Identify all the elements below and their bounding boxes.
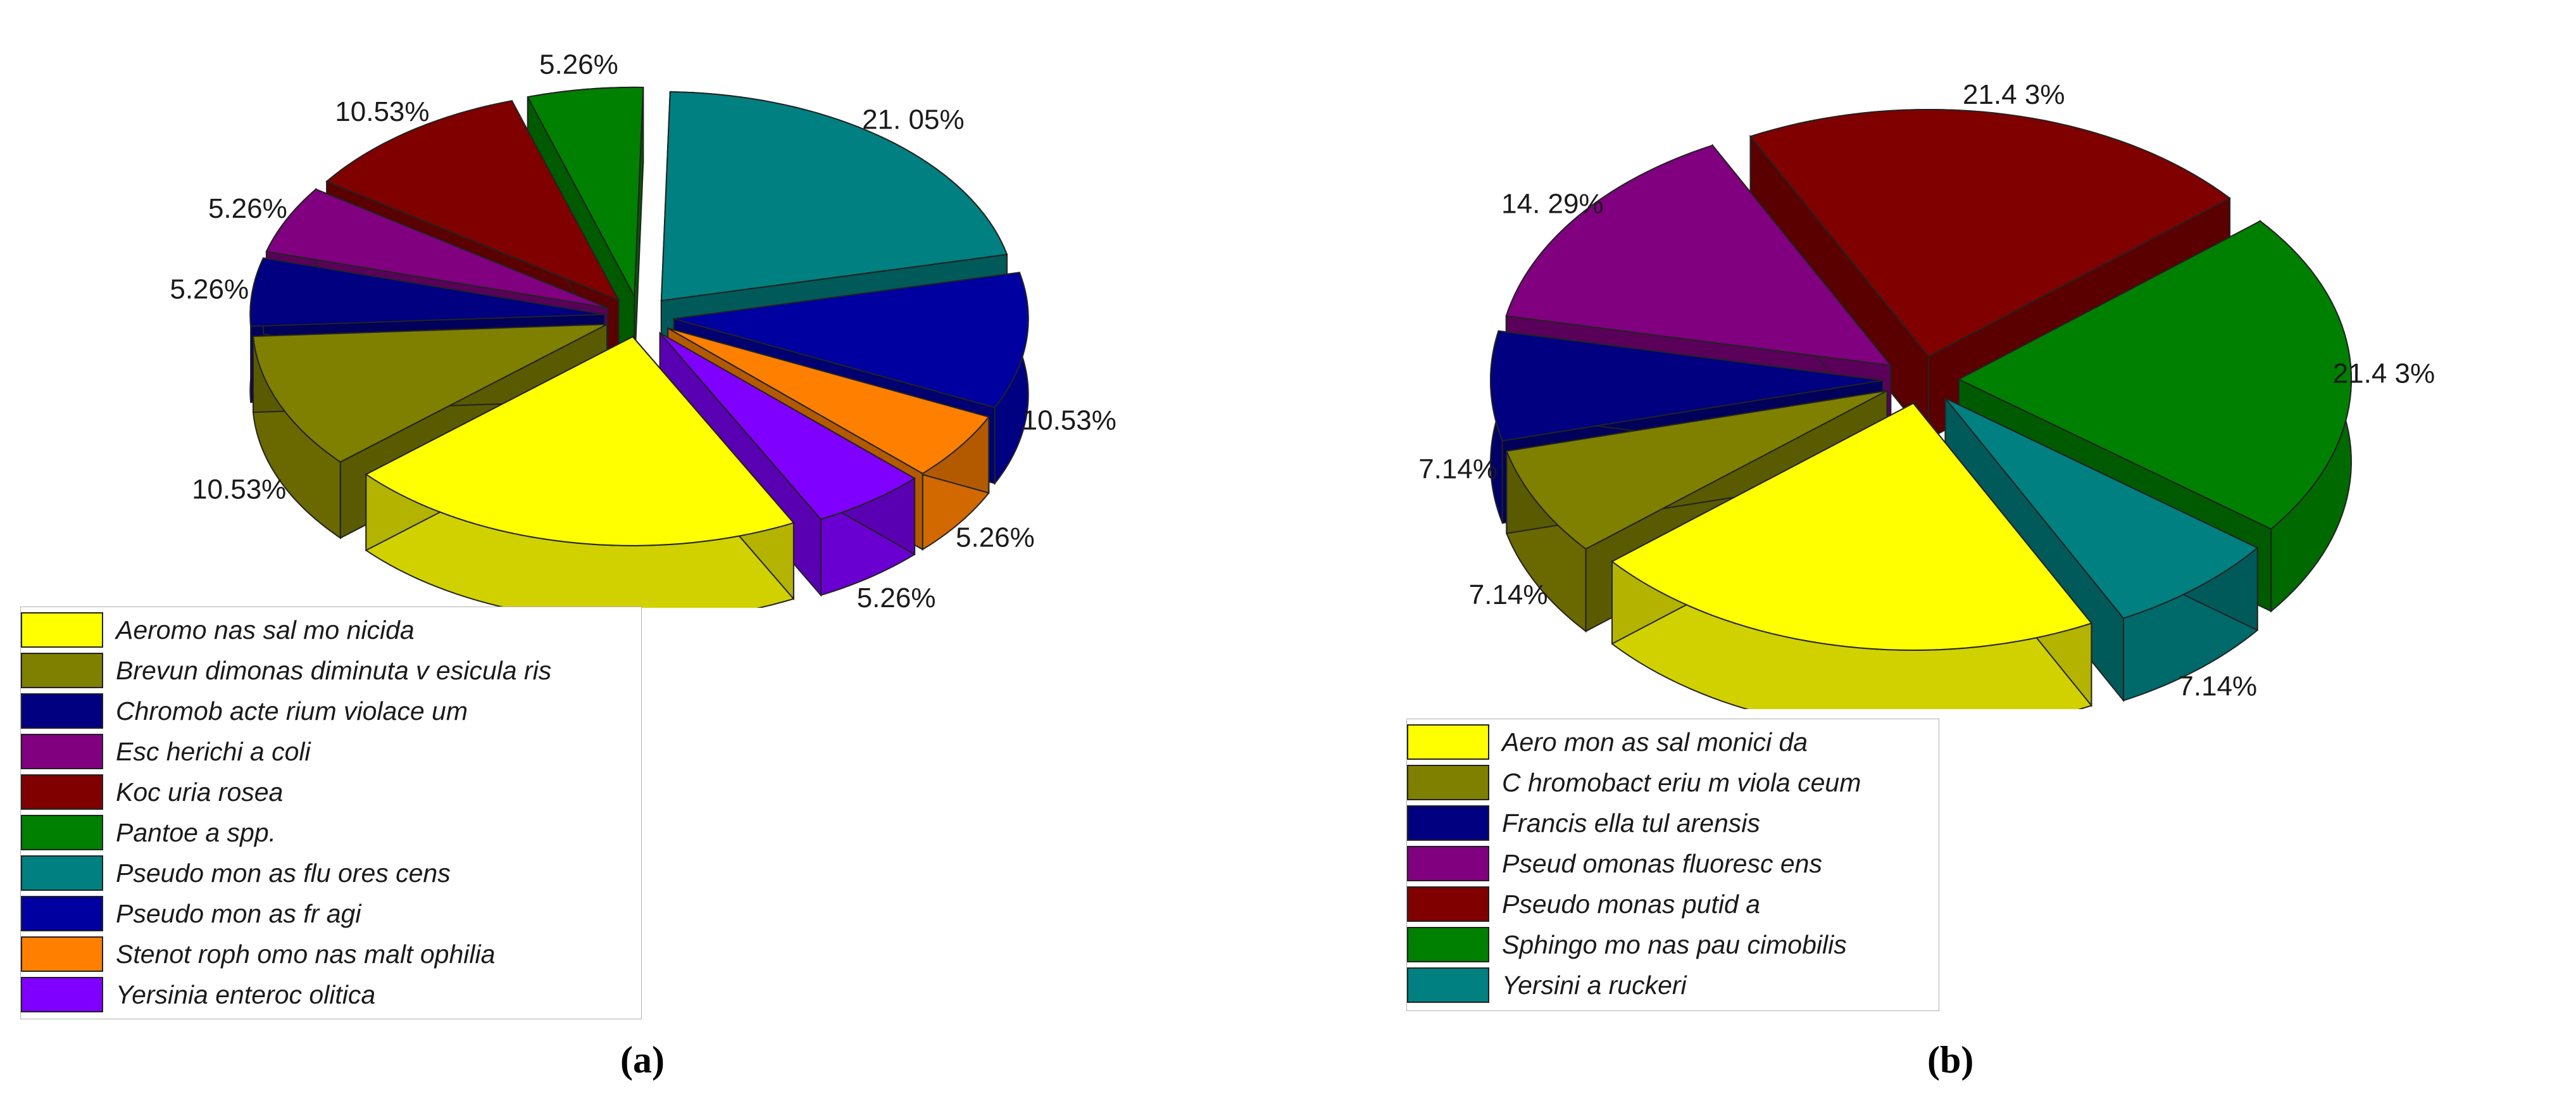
slice-label-a-9: 5.26% xyxy=(857,582,936,608)
pie-chart-b: 21.4 3%14. 29%21.4 3%7.14%7.14%7.14%21.4… xyxy=(1418,79,2435,709)
legend-swatch xyxy=(21,734,103,769)
legend-a: Aeromo nas sal mo nicida Brevun dimonas d… xyxy=(20,607,642,1019)
legend-label: Koc uria rosea xyxy=(116,777,284,807)
pie-slice-b-6 xyxy=(1944,396,2259,703)
slice-label-a-6: 21. 05% xyxy=(862,104,964,135)
legend-label: Brevun dimonas diminuta v esicula ris xyxy=(116,656,552,685)
caption-a: (a) xyxy=(620,1039,665,1081)
legend-b: Aero mon as sal monici da C hromobact eri… xyxy=(1406,719,1939,1011)
legend-swatch xyxy=(21,936,103,972)
legend-label: Yersini a ruckeri xyxy=(1502,971,1687,1000)
legend-label: Pseudo mon as flu ores cens xyxy=(116,859,451,888)
slice-label-a-8: 5.26% xyxy=(956,522,1035,553)
slice-label-b-6: 7.14% xyxy=(2178,670,2257,701)
legend-swatch xyxy=(1407,765,1489,800)
caption-b: (b) xyxy=(1927,1039,1974,1081)
pie-slice-b-0 xyxy=(1611,401,2093,709)
chart-panel-a: 5.26% 10.53% 21. 05% 5.26% 5.26% 10.53% 10.53%… xyxy=(20,49,1116,1081)
legend-label: Aero mon as sal monici da xyxy=(1502,727,1808,757)
legend-label: Sphingo mo nas pau cimobilis xyxy=(1502,930,1847,959)
legend-label: Yersinia enteroc olitica xyxy=(116,980,376,1009)
slice-label-b-4: 21.4 3% xyxy=(1963,79,2065,110)
legend-swatch xyxy=(21,612,103,648)
slice-label-b-3: 14. 29% xyxy=(1501,188,1603,219)
legend-label: Pantoe a spp. xyxy=(116,818,277,847)
legend-label: Stenot roph omo nas malt ophilia xyxy=(116,940,496,969)
legend-swatch xyxy=(1407,927,1489,962)
legend-label: Chromob acte rium violace um xyxy=(116,696,468,726)
slice-label-b-2: 7.14% xyxy=(1418,453,1497,484)
pie-slice-a-0 xyxy=(365,335,795,608)
legend-label: Pseudo monas putid a xyxy=(1502,890,1760,919)
slice-label-a-7: 10.53% xyxy=(1022,405,1116,436)
legend-label: Pseudo mon as fr agi xyxy=(116,899,361,928)
legend-swatch xyxy=(1407,967,1489,1003)
legend-swatch xyxy=(21,774,103,810)
legend-swatch xyxy=(21,693,103,729)
slice-label-b-1: 7.14% xyxy=(1469,579,1548,610)
legend-swatch xyxy=(21,896,103,931)
slice-label-a-2: 5.26% xyxy=(170,274,249,305)
pie-chart-a: 5.26% 10.53% 21. 05% 5.26% 5.26% 10.53% 10.53%… xyxy=(170,49,1116,608)
legend-label: Pseud omonas fluoresc ens xyxy=(1502,849,1822,878)
legend-swatch xyxy=(21,653,103,688)
legend-swatch xyxy=(1407,805,1489,841)
legend-swatch xyxy=(21,815,103,850)
legend-label: C hromobact eriu m viola ceum xyxy=(1502,768,1861,797)
slice-label-b-5: 21.4 3% xyxy=(2333,358,2435,389)
slice-label-a-1: 10.53% xyxy=(192,474,286,505)
legend-label: Aeromo nas sal mo nicida xyxy=(116,615,415,645)
legend-swatch xyxy=(1407,886,1489,922)
legend-label: Esc herichi a coli xyxy=(116,737,311,766)
slice-label-a-4: 10.53% xyxy=(335,96,429,127)
legend-swatch xyxy=(21,855,103,891)
legend-swatch xyxy=(21,977,103,1012)
legend-label: Francis ella tul arensis xyxy=(1502,808,1760,838)
chart-panel-b: 21.4 3%14. 29%21.4 3%7.14%7.14%7.14%21.4… xyxy=(1288,0,2576,1101)
slice-label-a-5: 5.26% xyxy=(539,49,618,80)
legend-swatch xyxy=(1407,724,1489,760)
legend-swatch xyxy=(1407,846,1489,881)
slice-label-a-3: 5.26% xyxy=(208,193,287,224)
